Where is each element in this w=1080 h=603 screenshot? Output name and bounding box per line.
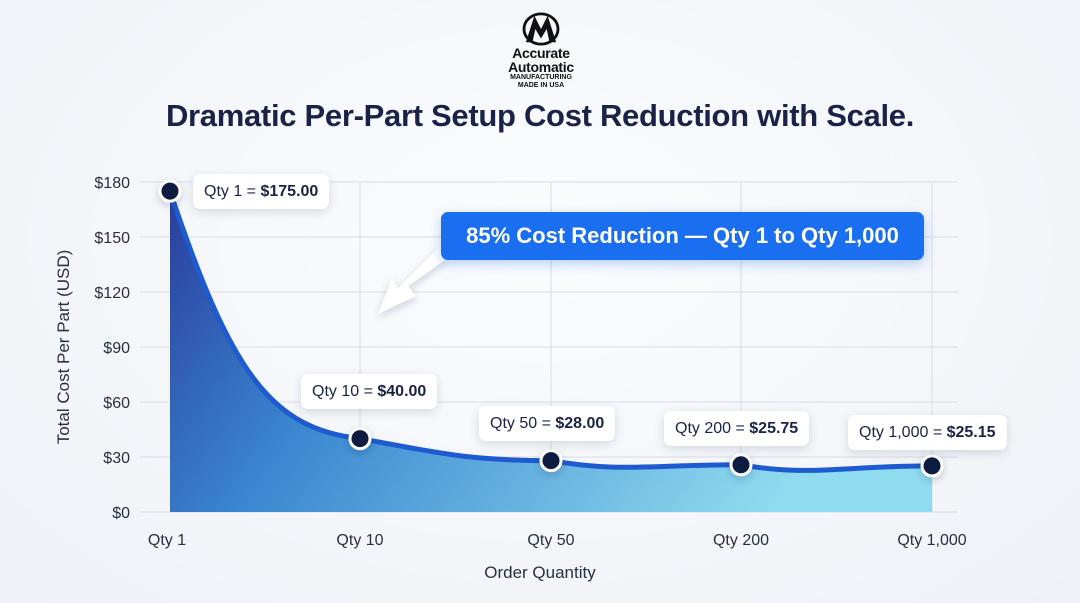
data-label-value: $175.00 xyxy=(260,183,319,200)
arrow-icon xyxy=(378,248,448,314)
y-tick-label: $120 xyxy=(94,285,130,302)
data-label-prefix: Qty 1 = xyxy=(204,183,261,200)
data-label-prefix: Qty 50 = xyxy=(490,415,556,432)
y-axis-label: Total Cost Per Part (USD) xyxy=(54,250,73,445)
x-tick-label: Qty 50 xyxy=(527,532,574,549)
data-label-prefix: Qty 1,000 = xyxy=(859,424,947,441)
data-label: Qty 10 = $40.00 xyxy=(301,374,438,409)
company-logo: Accurate Automatic MANUFACTURING MADE IN… xyxy=(491,12,591,90)
y-tick-label: $60 xyxy=(103,395,130,412)
data-label-value: $25.15 xyxy=(946,424,996,441)
y-tick-label: $180 xyxy=(94,175,130,192)
logo-line-3: MANUFACTURING xyxy=(510,74,572,81)
x-tick-label: Qty 200 xyxy=(713,532,769,549)
data-label-prefix: Qty 10 = xyxy=(312,383,378,400)
x-tick-label: Qty 1,000 xyxy=(897,532,966,549)
data-label-value: $40.00 xyxy=(377,383,427,400)
data-label: Qty 50 = $28.00 xyxy=(479,406,616,441)
y-tick-label: $0 xyxy=(112,505,130,522)
logo-line-4: MADE IN USA xyxy=(517,82,565,89)
data-label-value: $25.75 xyxy=(749,420,799,437)
data-point xyxy=(158,179,182,203)
data-label-prefix: Qty 200 = xyxy=(675,420,750,437)
y-tick-label: $150 xyxy=(94,230,130,247)
x-tick-label: Qty 1 xyxy=(148,532,186,549)
x-tick-label: Qty 10 xyxy=(336,532,383,549)
logo-line-2: Automatic xyxy=(508,59,574,75)
x-axis-label: Order Quantity xyxy=(484,563,596,582)
data-label-value: $28.00 xyxy=(555,415,605,432)
data-label: Qty 200 = $25.75 xyxy=(664,411,810,446)
cost-reduction-banner: 85% Cost Reduction — Qty 1 to Qty 1,000 xyxy=(441,212,924,260)
data-point xyxy=(539,449,563,473)
area-fill xyxy=(170,191,932,512)
y-tick-label: $90 xyxy=(103,340,130,357)
data-label: Qty 1 = $175.00 xyxy=(193,174,330,209)
series-line xyxy=(167,190,933,473)
y-tick-label: $30 xyxy=(103,450,130,467)
page-title: Dramatic Per-Part Setup Cost Reduction w… xyxy=(165,98,915,133)
data-point xyxy=(348,427,372,451)
data-point xyxy=(920,454,944,478)
logo-line-1: Accurate xyxy=(512,45,570,61)
logo-mark-icon xyxy=(522,12,560,46)
data-label: Qty 1,000 = $25.15 xyxy=(848,415,1007,450)
data-point xyxy=(729,453,753,477)
